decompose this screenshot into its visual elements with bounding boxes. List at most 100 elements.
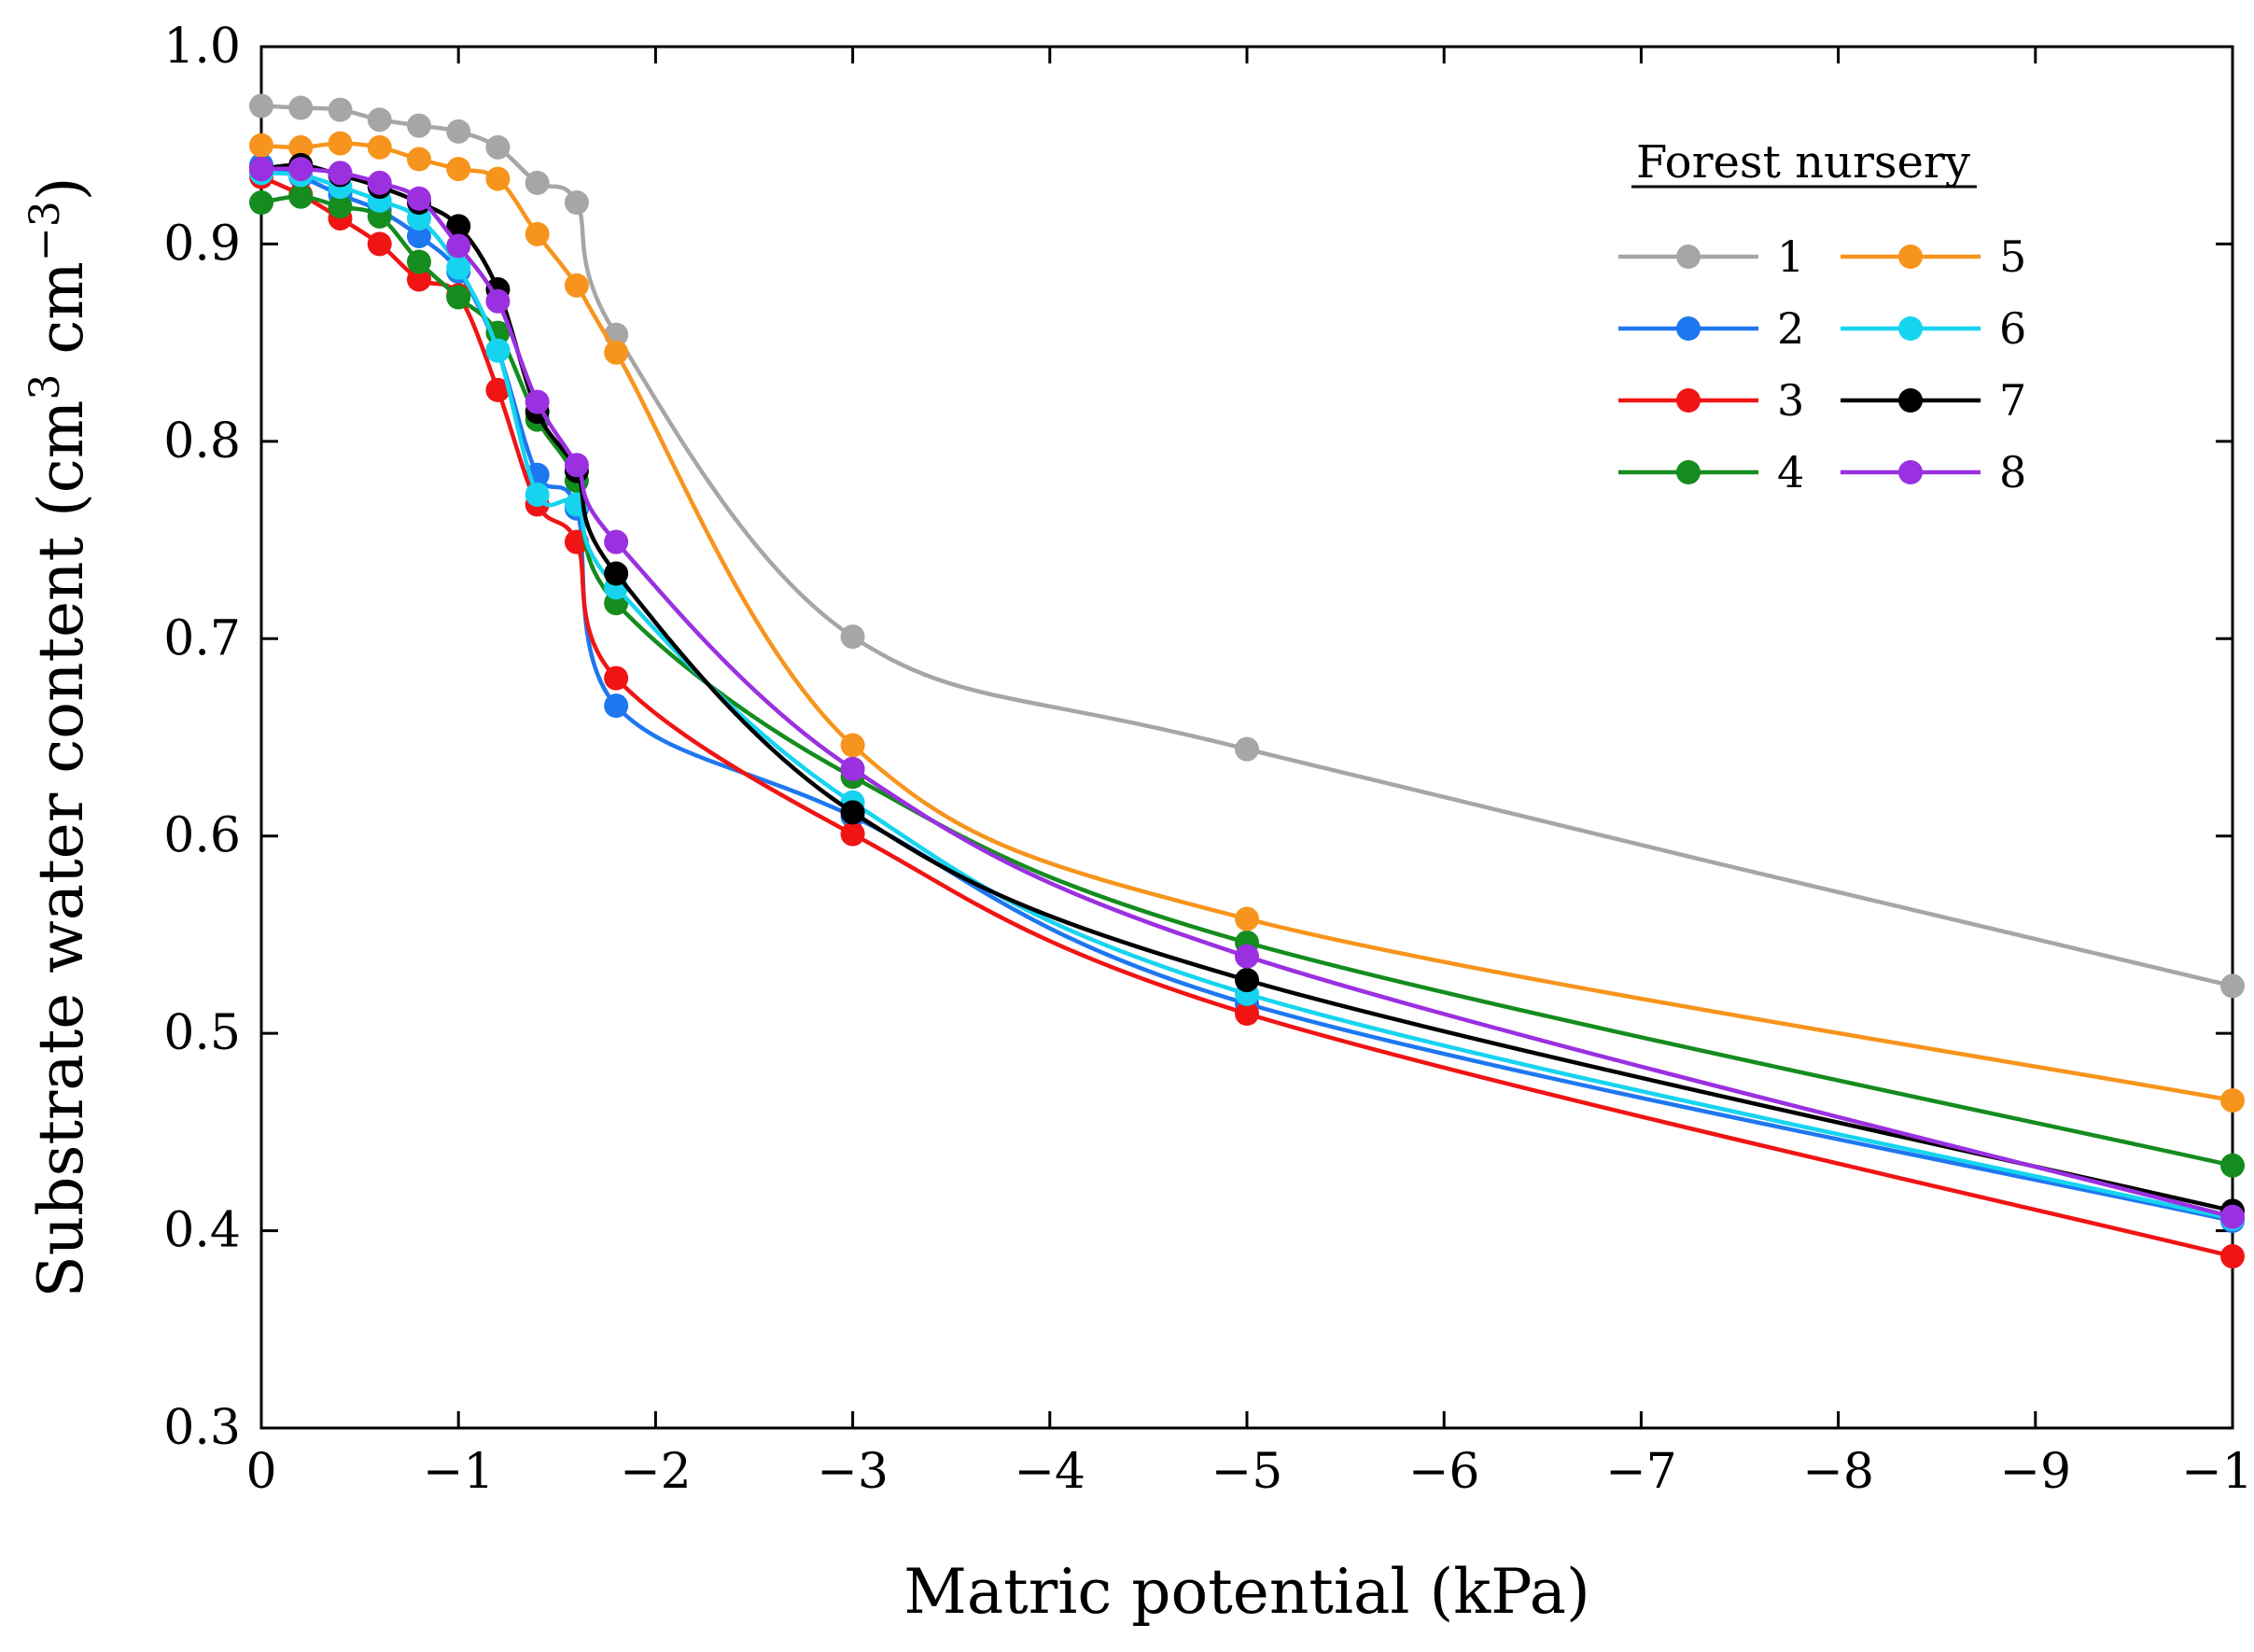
y-tick-label: 0.8 bbox=[163, 413, 241, 469]
x-tick-label: 0 bbox=[245, 1444, 276, 1500]
series-line-1 bbox=[260, 104, 2233, 988]
series-line-8 bbox=[260, 166, 2233, 1219]
data-point-3 bbox=[367, 231, 392, 257]
x-tick-label: −10 bbox=[2181, 1444, 2254, 1500]
legend-label: 4 bbox=[1777, 447, 1804, 497]
data-point-6 bbox=[525, 482, 550, 507]
x-tick-label: −2 bbox=[620, 1444, 692, 1500]
data-point-3 bbox=[840, 821, 865, 847]
data-point-1 bbox=[525, 170, 550, 195]
series-line-7 bbox=[260, 162, 2233, 1213]
data-point-1 bbox=[367, 107, 392, 133]
y-axis-title: Substrate water content (cm3 cm−3) bbox=[21, 176, 98, 1297]
series-8 bbox=[249, 157, 2245, 1229]
data-point-5 bbox=[1235, 906, 1259, 931]
data-point-2 bbox=[406, 223, 431, 248]
y-tick-label: 0.5 bbox=[163, 1005, 241, 1061]
data-point-5 bbox=[328, 131, 353, 156]
data-point-1 bbox=[328, 97, 353, 122]
x-tick-label: −7 bbox=[1605, 1444, 1677, 1500]
data-point-5 bbox=[249, 133, 273, 158]
x-axis-title: Matric potential (kPa) bbox=[903, 1556, 1589, 1628]
data-point-1 bbox=[249, 93, 273, 119]
legend: Forest nursery 1 2 3 4 5 6 7 8 bbox=[1618, 136, 2026, 497]
data-point-4 bbox=[328, 194, 353, 219]
data-point-1 bbox=[485, 134, 511, 160]
data-point-8 bbox=[604, 529, 629, 554]
data-point-5 bbox=[2220, 1088, 2245, 1113]
series-1 bbox=[249, 93, 2245, 999]
data-point-3 bbox=[485, 377, 511, 402]
legend-label: 8 bbox=[1999, 447, 2026, 497]
legend-item-6: 6 bbox=[1841, 303, 2026, 354]
legend-swatch-marker bbox=[1898, 316, 1923, 341]
data-point-4 bbox=[446, 285, 471, 310]
series-layer bbox=[249, 93, 2245, 1269]
legend-swatch-marker bbox=[1898, 460, 1923, 484]
legend-item-5: 5 bbox=[1841, 231, 2026, 282]
x-tick-label: −6 bbox=[1408, 1444, 1480, 1500]
axis-ticks bbox=[259, 45, 2234, 1430]
x-tick-label: −1 bbox=[423, 1444, 495, 1500]
data-point-8 bbox=[1235, 944, 1259, 969]
data-point-1 bbox=[446, 119, 471, 144]
data-point-3 bbox=[604, 665, 629, 691]
data-point-8 bbox=[406, 186, 431, 211]
data-point-1 bbox=[840, 624, 865, 650]
data-point-8 bbox=[328, 161, 353, 186]
series-5 bbox=[249, 131, 2245, 1113]
legend-label: 5 bbox=[1999, 231, 2026, 282]
data-point-4 bbox=[2220, 1153, 2245, 1178]
y-tick-label: 0.9 bbox=[163, 216, 241, 272]
legend-label: 3 bbox=[1777, 375, 1804, 426]
legend-swatch-marker bbox=[1898, 245, 1923, 269]
data-point-5 bbox=[840, 733, 865, 758]
x-tick-label: −3 bbox=[817, 1444, 889, 1500]
legend-swatch-marker bbox=[1898, 388, 1923, 413]
y-tick-label: 0.6 bbox=[163, 808, 241, 864]
data-point-4 bbox=[288, 184, 314, 209]
data-point-1 bbox=[288, 95, 314, 120]
y-tick-label: 0.7 bbox=[163, 610, 241, 666]
legend-swatch-marker bbox=[1676, 245, 1701, 269]
data-point-3 bbox=[1235, 1001, 1259, 1026]
legend-swatch-marker bbox=[1676, 460, 1701, 484]
legend-items: 1 2 3 4 5 6 7 8 bbox=[1618, 231, 2026, 497]
data-point-8 bbox=[2220, 1204, 2245, 1229]
y-tick-label: 1.0 bbox=[163, 19, 241, 75]
data-point-8 bbox=[446, 233, 471, 259]
x-tick-label: −9 bbox=[1999, 1444, 2071, 1500]
series-2 bbox=[249, 152, 2245, 1233]
data-point-8 bbox=[485, 288, 511, 314]
series-7 bbox=[249, 152, 2245, 1224]
data-point-5 bbox=[406, 147, 431, 172]
data-point-5 bbox=[564, 273, 589, 298]
data-point-5 bbox=[604, 340, 629, 365]
series-line-2 bbox=[260, 162, 2233, 1224]
legend-title: Forest nursery bbox=[1636, 136, 1970, 189]
legend-label: 1 bbox=[1777, 231, 1804, 282]
legend-item-4: 4 bbox=[1618, 447, 1804, 497]
series-line-3 bbox=[260, 175, 2233, 1259]
data-point-6 bbox=[446, 255, 471, 280]
data-point-7 bbox=[604, 561, 629, 586]
x-tick-label: −5 bbox=[1211, 1444, 1283, 1500]
data-point-5 bbox=[485, 166, 511, 191]
data-point-6 bbox=[485, 338, 511, 363]
legend-label: 6 bbox=[1999, 303, 2026, 354]
data-point-5 bbox=[525, 221, 550, 246]
data-point-5 bbox=[288, 134, 314, 160]
data-point-1 bbox=[564, 190, 589, 216]
data-point-1 bbox=[1235, 736, 1259, 762]
legend-swatch-marker bbox=[1676, 388, 1701, 413]
data-point-7 bbox=[1235, 968, 1259, 993]
axis-tick-labels: 0 −1 −2 −3 −4 −5 −6 −7 −8 −9 −10 0.3 0.4 0.5 0.6 0.7 0.8… bbox=[163, 19, 2254, 1500]
data-point-3 bbox=[2220, 1244, 2245, 1269]
data-point-8 bbox=[367, 170, 392, 195]
legend-item-2: 2 bbox=[1618, 303, 1804, 354]
data-point-7 bbox=[446, 214, 471, 239]
data-point-3 bbox=[406, 267, 431, 292]
data-point-8 bbox=[525, 389, 550, 414]
